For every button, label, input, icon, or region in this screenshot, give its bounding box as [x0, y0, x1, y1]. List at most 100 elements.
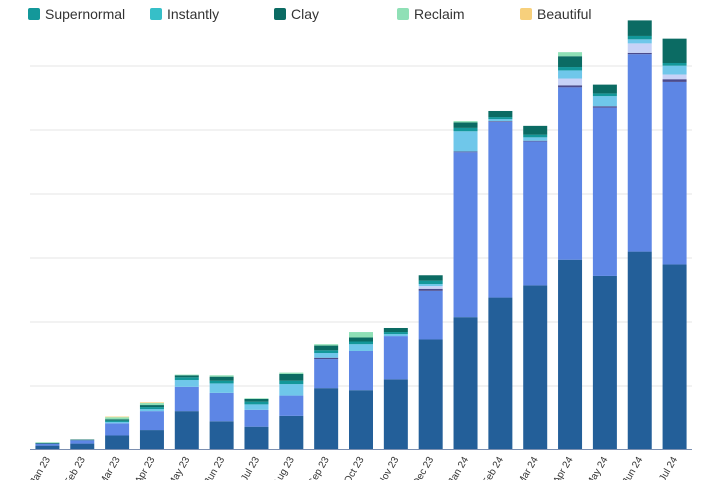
bar-segment-8-5[interactable] [314, 350, 339, 353]
bar-segment-7-4[interactable] [279, 384, 304, 396]
bar-segment-18-3[interactable] [662, 74, 687, 80]
bar-segment-17-4[interactable] [627, 39, 652, 44]
bar-segment-16-6[interactable] [592, 84, 617, 94]
bar-segment-0-7[interactable] [35, 442, 60, 443]
bar-segment-4-7[interactable] [174, 374, 199, 376]
bar-segment-4-0[interactable] [174, 411, 199, 449]
bar-segment-7-1[interactable] [279, 395, 304, 416]
bar-stack-1[interactable] [70, 439, 95, 449]
bar-segment-16-2[interactable] [592, 106, 617, 108]
bar-segment-3-0[interactable] [139, 430, 164, 449]
bar-segment-17-1[interactable] [627, 54, 652, 252]
bar-stack-3[interactable] [139, 402, 164, 449]
bar-segment-17-5[interactable] [627, 35, 652, 40]
bar-segment-9-4[interactable] [349, 344, 373, 351]
bar-segment-6-4[interactable] [244, 404, 269, 410]
bar-segment-16-1[interactable] [592, 107, 617, 276]
bar-segment-6-6[interactable] [244, 398, 269, 402]
bar-segment-6-5[interactable] [244, 401, 269, 405]
bar-segment-16-0[interactable] [592, 275, 617, 449]
bar-segment-12-1[interactable] [453, 152, 478, 318]
bar-segment-15-5[interactable] [558, 67, 583, 71]
bar-stack-13[interactable] [488, 110, 513, 449]
bar-stack-18[interactable] [662, 38, 687, 449]
bar-segment-12-2[interactable] [453, 151, 478, 153]
bar-segment-12-7[interactable] [453, 121, 478, 123]
bar-segment-13-5[interactable] [488, 117, 513, 120]
bar-segment-12-6[interactable] [453, 122, 478, 128]
bar-segment-13-6[interactable] [488, 110, 513, 118]
bar-segment-14-2[interactable] [523, 140, 548, 142]
bar-segment-11-2[interactable] [418, 288, 443, 291]
bar-segment-11-6[interactable] [418, 275, 443, 281]
bar-segment-13-1[interactable] [488, 121, 513, 298]
legend-item-instantly[interactable]: Instantly [150, 6, 219, 22]
bar-stack-2[interactable] [105, 416, 130, 449]
legend-item-beautiful[interactable]: Beautiful [520, 6, 591, 22]
legend-item-supernormal[interactable]: Supernormal [28, 6, 125, 22]
bar-segment-2-5[interactable] [105, 420, 130, 422]
bar-stack-16[interactable] [592, 84, 617, 449]
bar-segment-14-1[interactable] [523, 141, 548, 286]
bar-segment-18-6[interactable] [662, 38, 687, 63]
bar-segment-7-5[interactable] [279, 380, 304, 385]
bar-segment-11-5[interactable] [418, 280, 443, 285]
bar-stack-8[interactable] [314, 344, 339, 449]
bar-segment-10-0[interactable] [383, 379, 408, 449]
bar-segment-2-4[interactable] [105, 421, 130, 424]
bar-stack-5[interactable] [209, 375, 234, 449]
bar-segment-15-0[interactable] [558, 259, 583, 449]
legend-item-reclaim[interactable]: Reclaim [397, 6, 465, 22]
bar-segment-13-4[interactable] [488, 119, 513, 122]
bar-segment-15-4[interactable] [558, 70, 583, 79]
bar-segment-2-1[interactable] [105, 423, 130, 436]
bar-segment-10-4[interactable] [383, 334, 408, 337]
bar-segment-5-0[interactable] [209, 421, 234, 449]
bar-segment-1-6[interactable] [70, 439, 95, 441]
bar-segment-15-7[interactable] [558, 52, 583, 57]
bar-stack-0[interactable] [35, 442, 60, 449]
bar-segment-8-1[interactable] [314, 359, 339, 389]
bar-segment-3-1[interactable] [139, 411, 164, 431]
bar-segment-3-5[interactable] [139, 407, 164, 410]
bar-segment-2-8[interactable] [105, 416, 130, 418]
bar-segment-15-3[interactable] [558, 78, 583, 86]
bar-segment-11-3[interactable] [418, 286, 443, 289]
bar-segment-5-4[interactable] [209, 383, 234, 393]
bar-stack-7[interactable] [279, 372, 304, 449]
bar-segment-17-2[interactable] [627, 52, 652, 55]
bar-stack-6[interactable] [244, 398, 269, 449]
bar-segment-14-5[interactable] [523, 134, 548, 138]
bar-segment-12-4[interactable] [453, 131, 478, 152]
bar-segment-9-1[interactable] [349, 350, 373, 391]
bar-segment-8-6[interactable] [314, 345, 339, 351]
bar-segment-6-0[interactable] [244, 426, 269, 449]
bar-segment-1-0[interactable] [70, 443, 95, 449]
bar-segment-10-6[interactable] [383, 327, 408, 333]
bar-segment-14-0[interactable] [523, 285, 548, 449]
bar-segment-5-7[interactable] [209, 375, 234, 377]
bar-segment-11-1[interactable] [418, 290, 443, 340]
bar-segment-7-7[interactable] [279, 372, 304, 374]
bar-stack-17[interactable] [627, 20, 652, 449]
bar-segment-5-5[interactable] [209, 380, 234, 384]
bar-segment-10-5[interactable] [383, 332, 408, 335]
bar-segment-18-4[interactable] [662, 65, 687, 75]
bar-segment-18-1[interactable] [662, 81, 687, 265]
bar-segment-8-2[interactable] [314, 357, 339, 360]
bar-segment-10-1[interactable] [383, 336, 408, 380]
bar-segment-18-0[interactable] [662, 264, 687, 449]
bar-segment-8-0[interactable] [314, 388, 339, 449]
bar-segment-12-0[interactable] [453, 317, 478, 449]
bar-segment-5-1[interactable] [209, 392, 234, 422]
bar-segment-17-0[interactable] [627, 251, 652, 449]
bar-segment-3-6[interactable] [139, 405, 164, 408]
bar-segment-0-6[interactable] [35, 442, 60, 444]
bar-segment-17-6[interactable] [627, 20, 652, 36]
bar-segment-11-4[interactable] [418, 284, 443, 287]
bar-segment-6-1[interactable] [244, 409, 269, 427]
bar-segment-9-5[interactable] [349, 341, 373, 345]
bar-segment-7-0[interactable] [279, 415, 304, 449]
bar-segment-6-7[interactable] [244, 398, 269, 399]
bar-segment-1-1[interactable] [70, 440, 95, 444]
